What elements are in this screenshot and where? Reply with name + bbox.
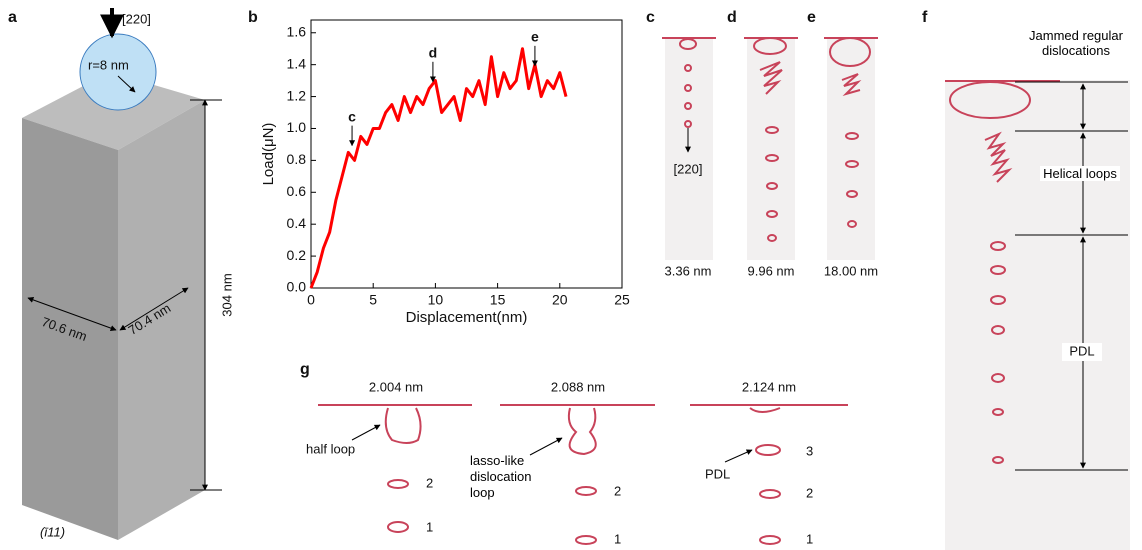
- loop-number: 1: [426, 519, 433, 534]
- x-tick-label: 15: [490, 292, 506, 308]
- panel-label: f: [922, 9, 928, 26]
- note: PDL: [705, 466, 730, 481]
- note: half loop: [306, 441, 355, 456]
- region: PDL: [1069, 343, 1094, 358]
- box-top: [22, 72, 205, 150]
- panel-cde: c d e [220] 3.36 nm 9.96 nm 18.00 nm: [646, 9, 878, 278]
- panel-f: f Jammed regular dislocations Helical lo…: [922, 9, 1142, 550]
- load-curve: [309, 47, 568, 289]
- panel-label: a: [8, 9, 17, 26]
- panel-label: c: [646, 9, 655, 26]
- snapshot: [827, 38, 875, 260]
- loop-number: 2: [614, 483, 621, 498]
- panel-label: b: [248, 9, 258, 26]
- dislocations: [318, 404, 848, 545]
- label-bg: [1062, 343, 1102, 361]
- note-box: lasso-like dislocation loop: [470, 453, 532, 500]
- y-tick-label: 0.0: [287, 279, 307, 295]
- x-tick-label: 20: [552, 292, 568, 308]
- dislocations: [945, 80, 1060, 464]
- face: (ī11): [40, 524, 65, 539]
- depth: 2.124 nm: [742, 379, 796, 394]
- loop-number: 2: [426, 475, 433, 490]
- y-tick-label: 0.4: [287, 215, 307, 231]
- x-tick-label: 5: [369, 292, 377, 308]
- dimension: [27, 297, 117, 331]
- snapshot: [945, 80, 1130, 550]
- y-axis-label: Load(μN): [260, 123, 277, 186]
- depth: 18.00 nm: [824, 263, 878, 278]
- note-arrow: [724, 449, 753, 463]
- y-tick-label: 0.2: [287, 247, 307, 263]
- panel-label: g: [300, 361, 310, 378]
- dimension: [119, 287, 189, 331]
- depth: 9.96 nm: [748, 263, 795, 278]
- annotation: c: [348, 108, 356, 124]
- x-tick-label: 10: [428, 292, 444, 308]
- radius-arrow: [117, 75, 136, 93]
- plot-frame: [310, 19, 623, 289]
- panel-a: a [220] r=8 nm 304 nm 70.6 nm 70.4 nm (ī…: [8, 8, 234, 540]
- note: lasso-like dislocation loop: [470, 453, 532, 500]
- loop-number: 3: [806, 443, 813, 458]
- region: Helical loops: [1040, 166, 1120, 181]
- height: 304 nm: [219, 273, 234, 316]
- depth: 3.36 nm: [665, 263, 712, 278]
- loop-number: 2: [806, 485, 813, 500]
- x-tick-label: 25: [614, 292, 630, 308]
- y-tick-label: 1.6: [287, 23, 307, 39]
- x-tick-label: 0: [307, 292, 315, 308]
- snapshot: [747, 38, 795, 260]
- chart: 0.0 0.2 0.4 0.6 0.8 1.0 1.2 1.4 1.6 0 5 10 15 20 25 Dis…: [260, 19, 630, 326]
- y-tick-label: 0.8: [287, 151, 307, 167]
- depth: 2.004 nm: [369, 379, 423, 394]
- y-tick-label: 0.6: [287, 183, 307, 199]
- panel-label: e: [807, 9, 816, 26]
- y-tick-label: 1.4: [287, 55, 307, 71]
- region: Jammed regular dislocations: [1010, 28, 1142, 58]
- direction: [220]: [122, 11, 151, 26]
- panel-label: d: [727, 9, 737, 26]
- annotation: e: [531, 29, 539, 45]
- x-axis-label: Displacement(nm): [406, 309, 528, 326]
- radius: r=8 nm: [88, 57, 129, 72]
- panel-g: g 2.004 nm 2.088 nm 2.124 nm half loop l…: [300, 361, 848, 546]
- annotation: d: [429, 45, 438, 61]
- note-arrow: [529, 437, 563, 456]
- region-box: Helical loops: [1040, 166, 1120, 181]
- direction: [220]: [674, 161, 703, 176]
- dislocations: [662, 37, 878, 242]
- loop-number: 1: [806, 531, 813, 546]
- region-box: Jammed regular dislocations: [1010, 28, 1142, 58]
- y-tick-label: 1.0: [287, 119, 307, 135]
- loop-number: 1: [614, 531, 621, 546]
- y-tick-label: 1.2: [287, 87, 307, 103]
- note-arrow: [351, 424, 381, 441]
- depth: 2.088 nm: [551, 379, 605, 394]
